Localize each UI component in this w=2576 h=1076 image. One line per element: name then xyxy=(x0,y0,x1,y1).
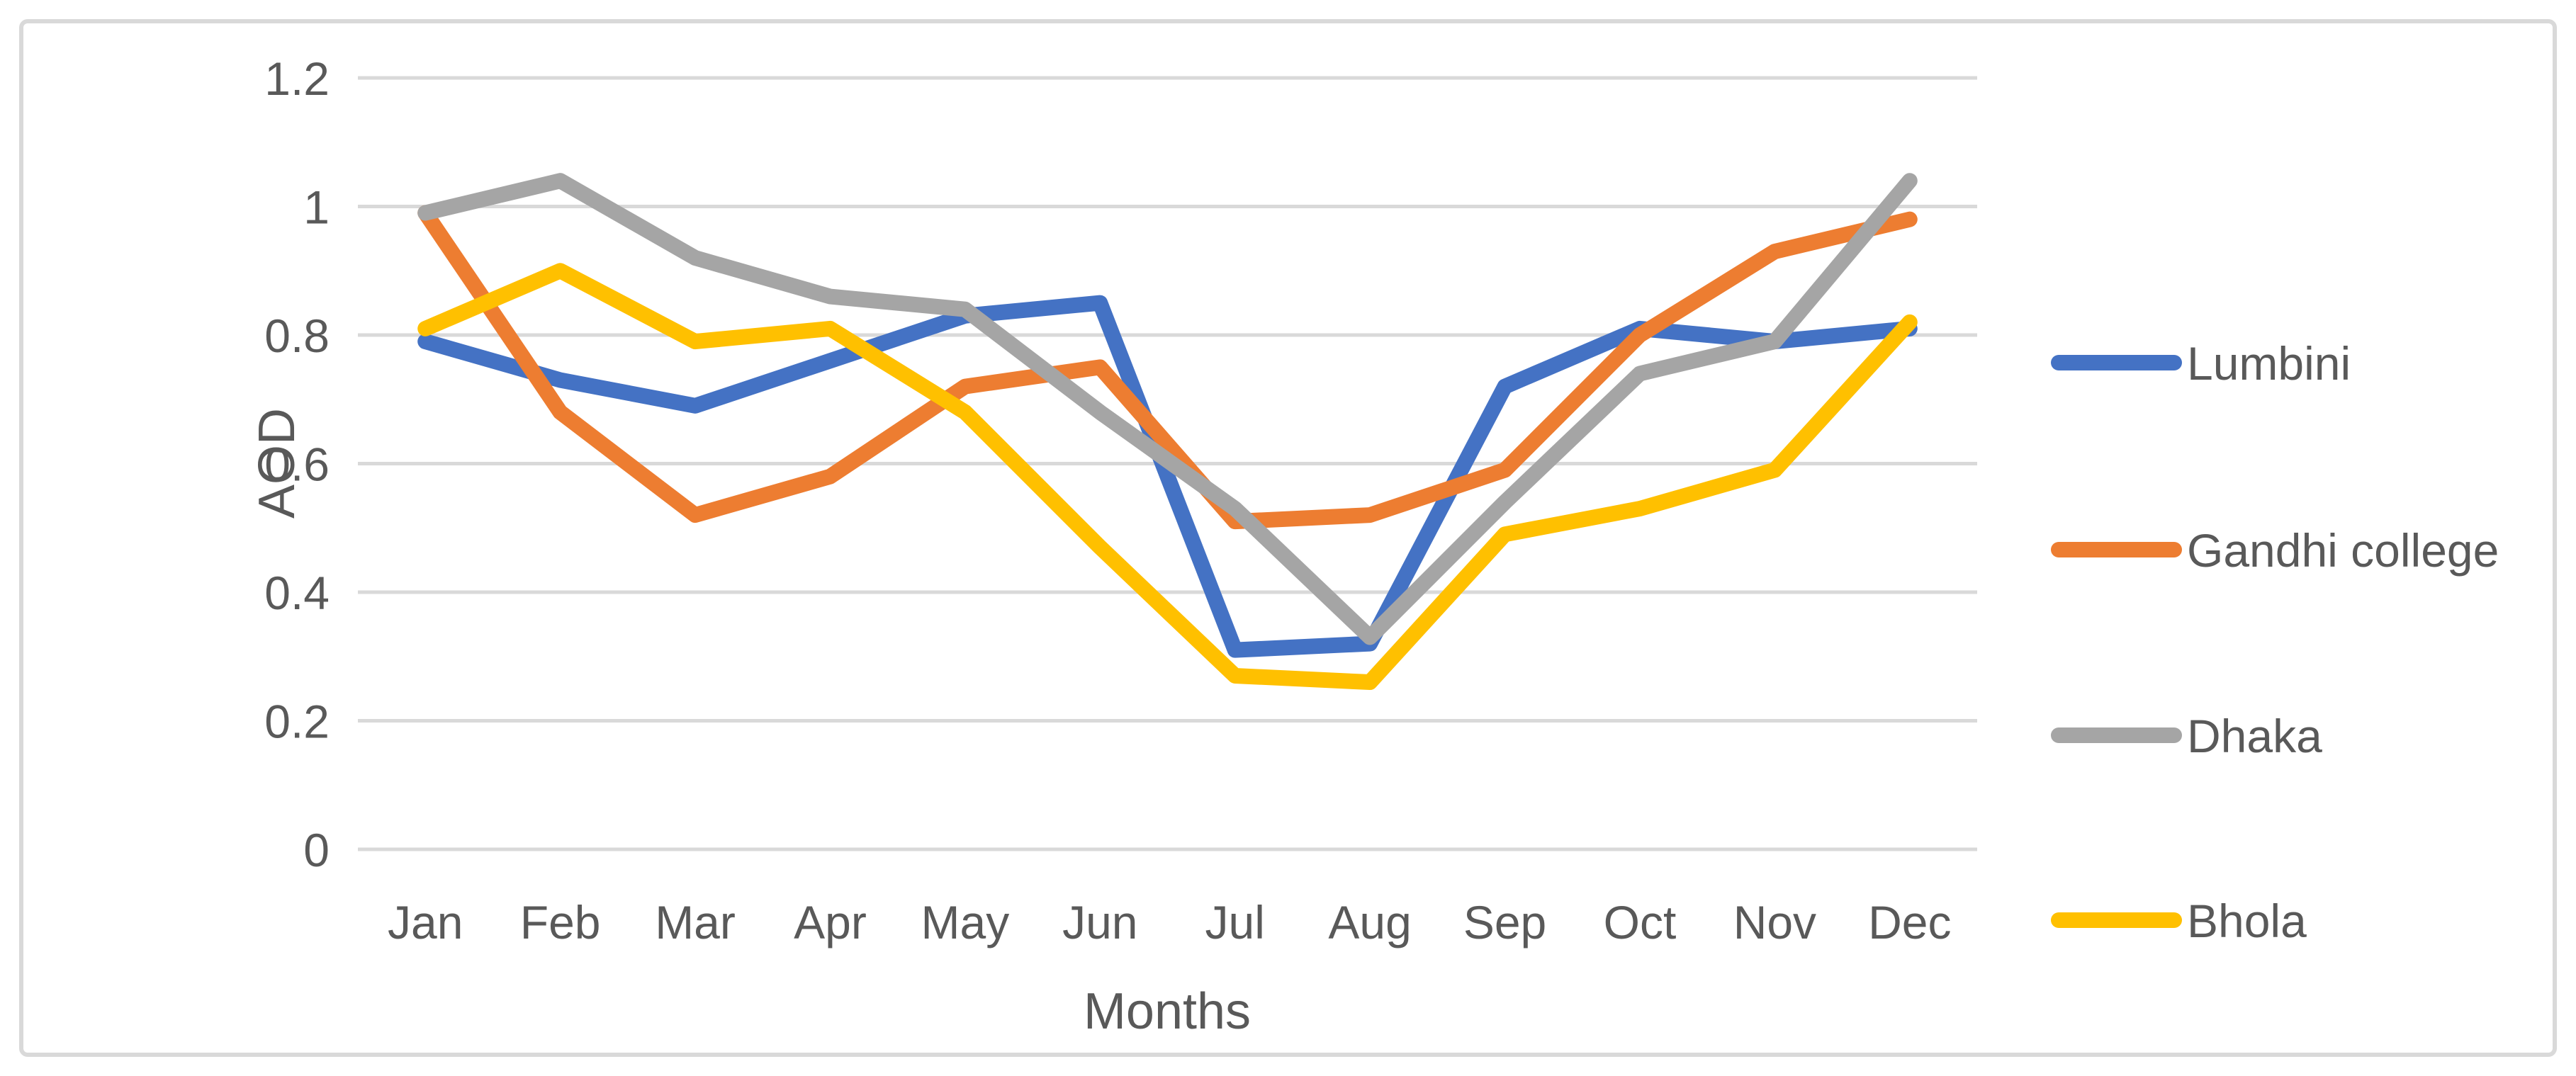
x-tick-label: Mar xyxy=(655,896,736,948)
legend-label: Lumbini xyxy=(2187,337,2351,390)
x-tick-label: Apr xyxy=(794,896,867,948)
y-tick-label: 0.4 xyxy=(264,567,330,619)
x-axis-tick-labels: Jan Feb Mar Apr May Jun Jul Aug Sep Oct Nov Dec xyxy=(388,896,1951,948)
y-axis-tick-labels: 0 0.2 0.4 0.6 0.8 1 1.2 xyxy=(264,52,330,876)
legend-item-bhola[interactable]: Bhola xyxy=(2051,895,2307,947)
x-tick-label: Aug xyxy=(1328,896,1411,948)
x-tick-label: Feb xyxy=(520,896,601,948)
legend-label: Bhola xyxy=(2187,895,2307,947)
y-tick-label: 0 xyxy=(303,824,330,876)
legend: Lumbini Gandhi college Dhaka Bhola xyxy=(2051,337,2499,947)
x-tick-label: Jun xyxy=(1062,896,1137,948)
x-axis-title: Months xyxy=(1084,983,1251,1040)
legend-item-lumbini[interactable]: Lumbini xyxy=(2051,337,2351,390)
x-tick-label: Jul xyxy=(1205,896,1265,948)
y-tick-label: 0.2 xyxy=(264,696,330,748)
series-line-dhaka xyxy=(417,173,1918,645)
legend-label: Gandhi college xyxy=(2187,524,2499,577)
legend-item-dhaka[interactable]: Dhaka xyxy=(2051,710,2322,762)
y-tick-label: 0.6 xyxy=(264,438,330,491)
series-lines xyxy=(417,173,1918,691)
y-axis-title: AOD xyxy=(249,408,305,519)
series-line-gandhi-college xyxy=(417,205,1918,530)
x-tick-label: Jan xyxy=(388,896,463,948)
x-tick-label: Sep xyxy=(1463,896,1546,948)
y-tick-label: 1 xyxy=(303,181,330,234)
x-tick-label: Nov xyxy=(1733,896,1816,948)
x-tick-label: May xyxy=(921,896,1010,948)
y-tick-label: 1.2 xyxy=(264,52,330,105)
legend-label: Dhaka xyxy=(2187,710,2322,762)
series-line-lumbini xyxy=(417,295,1918,658)
x-tick-label: Dec xyxy=(1868,896,1951,948)
x-tick-label: Oct xyxy=(1604,896,1677,948)
y-tick-label: 0.8 xyxy=(264,310,330,362)
series-line-bhola xyxy=(417,263,1918,691)
legend-item-gandhi-college[interactable]: Gandhi college xyxy=(2051,524,2499,577)
